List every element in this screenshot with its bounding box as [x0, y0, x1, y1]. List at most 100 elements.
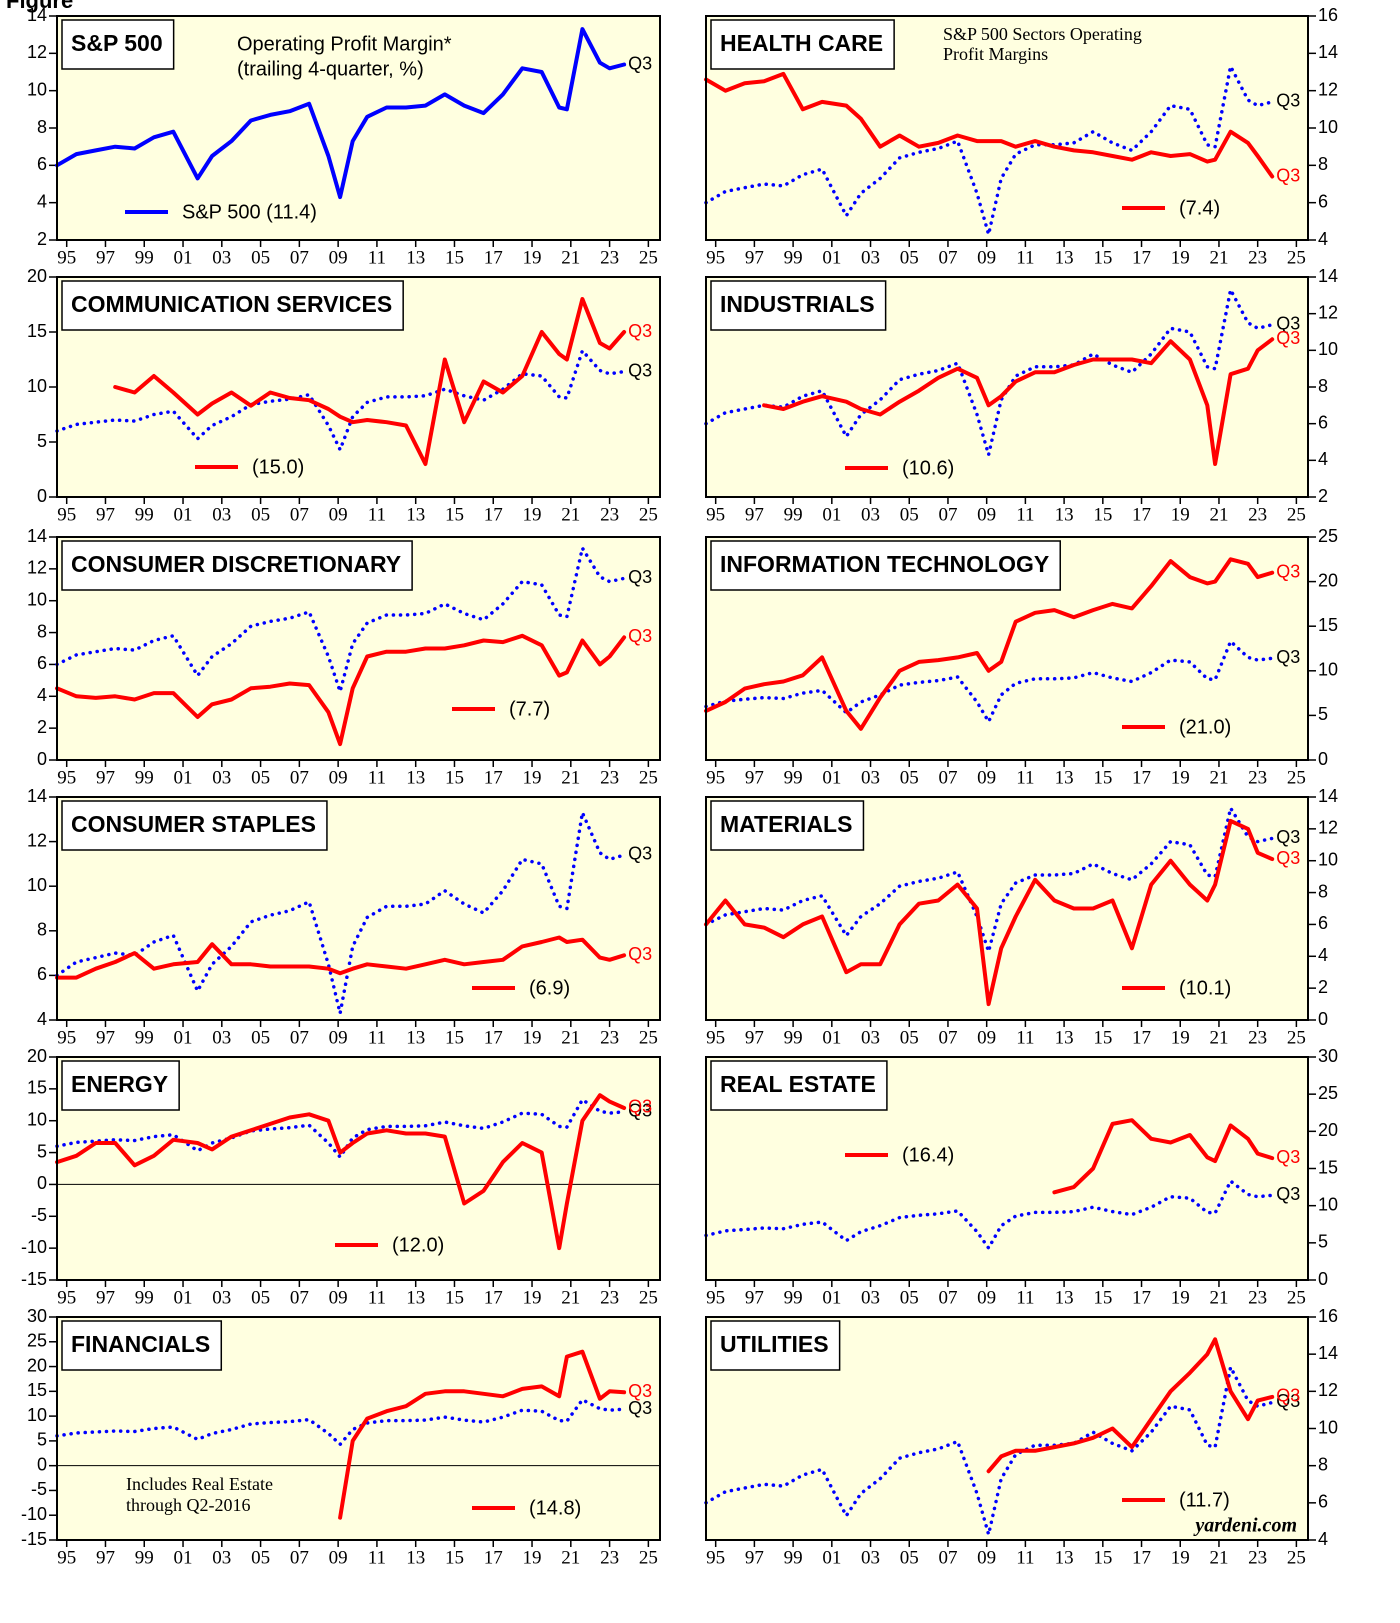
x-tick-label: 11 [368, 1027, 386, 1048]
title-box [710, 1320, 841, 1371]
x-tick-label: 17 [1132, 1027, 1151, 1048]
annotation: S&P 500 Sectors Operating [943, 24, 1142, 44]
panel-title: CONSUMER STAPLES [71, 811, 316, 837]
x-tick-label: 17 [484, 504, 503, 525]
x-tick-label: 19 [1171, 1287, 1190, 1308]
legend-label: (16.4) [902, 1144, 954, 1166]
panel-title: S&P 500 [71, 30, 163, 56]
x-tick-label: 95 [57, 504, 76, 525]
y-tick-label: 4 [37, 191, 47, 211]
x-tick-label: 99 [784, 1027, 803, 1048]
x-tick-label: 21 [561, 247, 580, 268]
x-tick-label: 15 [1093, 1287, 1112, 1308]
y-tick-label: 0 [37, 486, 47, 506]
x-tick-label: 07 [290, 1547, 309, 1568]
title-box [61, 1060, 180, 1111]
panel-title: CONSUMER DISCRETIONARY [71, 551, 401, 577]
x-tick-label: 05 [900, 767, 919, 788]
x-tick-label: 99 [784, 1547, 803, 1568]
x-tick-label: 97 [96, 767, 115, 788]
legend-label: (14.8) [529, 1497, 581, 1519]
x-tick-label: 09 [329, 1547, 348, 1568]
x-tick-label: 05 [251, 1287, 270, 1308]
x-tick-label: 05 [251, 1027, 270, 1048]
y-tick-label: 12 [27, 830, 47, 850]
x-tick-label: 01 [822, 247, 841, 268]
y-tick-label: 14 [1318, 42, 1338, 62]
y-tick-label: 14 [1318, 1343, 1338, 1363]
x-tick-label: 95 [706, 504, 725, 525]
y-tick-label: 10 [27, 589, 47, 609]
x-tick-label: 99 [135, 1547, 154, 1568]
y-tick-label: 5 [37, 1430, 47, 1450]
x-tick-label: 03 [212, 504, 231, 525]
series-line [704, 1365, 1274, 1537]
title-box [61, 19, 175, 70]
x-tick-label: 09 [977, 767, 996, 788]
panel-title: HEALTH CARE [720, 30, 883, 56]
end-label: Q3 [1276, 91, 1300, 111]
x-tick-label: 05 [251, 504, 270, 525]
x-tick-label: 13 [1055, 504, 1074, 525]
x-tick-label: 13 [1055, 1027, 1074, 1048]
footer: yardeni.com [1193, 1515, 1297, 1537]
x-tick-label: 01 [174, 1547, 193, 1568]
x-tick-label: 17 [484, 247, 503, 268]
annotation: Profit Margins [943, 44, 1048, 64]
x-tick-label: 95 [706, 1027, 725, 1048]
x-tick-label: 13 [1055, 767, 1074, 788]
end-label: Q3 [628, 567, 652, 587]
x-tick-label: 15 [445, 504, 464, 525]
x-tick-label: 09 [329, 1287, 348, 1308]
x-tick-label: 13 [1055, 1547, 1074, 1568]
x-tick-label: 11 [368, 504, 386, 525]
y-tick-label: 12 [27, 42, 47, 62]
x-tick-label: 99 [784, 504, 803, 525]
x-tick-label: 23 [1248, 1027, 1267, 1048]
x-tick-label: 23 [1248, 1287, 1267, 1308]
legend-label: S&P 500 (11.4) [182, 201, 317, 223]
y-tick-label: 2 [37, 717, 47, 737]
y-tick-label: 5 [37, 1141, 47, 1161]
plot-border [56, 796, 661, 1021]
series-line [704, 288, 1274, 457]
y-tick-label: 20 [27, 1046, 47, 1066]
x-tick-label: 03 [861, 1027, 880, 1048]
x-tick-label: 99 [135, 1027, 154, 1048]
x-tick-label: 23 [1248, 247, 1267, 268]
x-tick-label: 95 [57, 1027, 76, 1048]
x-tick-label: 99 [135, 767, 154, 788]
end-label: Q3 [628, 844, 652, 864]
y-tick-label: 4 [1318, 945, 1328, 965]
y-tick-label: 15 [27, 1078, 47, 1098]
y-tick-label: 2 [1318, 486, 1328, 506]
x-tick-label: 25 [639, 1547, 658, 1568]
y-tick-label: 12 [1318, 302, 1338, 322]
title-box [710, 540, 1061, 591]
y-tick-label: 0 [37, 749, 47, 769]
x-tick-label: 15 [445, 1287, 464, 1308]
x-tick-label: 17 [1132, 504, 1151, 525]
x-tick-label: 01 [174, 504, 193, 525]
x-tick-label: 23 [600, 504, 619, 525]
x-tick-label: 07 [290, 504, 309, 525]
series-line [704, 557, 1275, 731]
x-tick-label: 03 [212, 767, 231, 788]
series-line [55, 633, 627, 747]
legend-label: (7.4) [1179, 197, 1220, 219]
x-tick-label: 11 [1016, 1027, 1034, 1048]
x-tick-label: 19 [523, 1547, 542, 1568]
x-tick-label: 13 [406, 1287, 425, 1308]
y-tick-label: 15 [27, 321, 47, 341]
x-tick-label: 95 [57, 767, 76, 788]
series-line [113, 297, 627, 466]
y-tick-label: 6 [37, 154, 47, 174]
x-tick-label: 19 [523, 1027, 542, 1048]
y-tick-label: 10 [27, 1405, 47, 1425]
x-tick-label: 23 [1248, 767, 1267, 788]
x-tick-label: 15 [1093, 1027, 1112, 1048]
series-line [1052, 1118, 1275, 1195]
x-tick-label: 11 [1016, 1287, 1034, 1308]
y-tick-label: -5 [31, 1205, 47, 1225]
x-tick-label: 15 [1093, 247, 1112, 268]
